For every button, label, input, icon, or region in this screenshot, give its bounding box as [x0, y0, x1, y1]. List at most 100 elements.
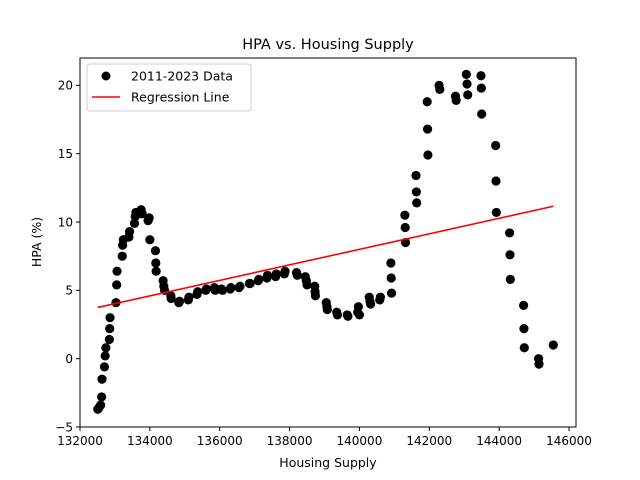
- plot-series: [93, 69, 558, 414]
- data-point: [217, 285, 228, 295]
- data-point: [462, 79, 472, 89]
- data-point: [548, 340, 558, 350]
- y-axis: −5 0 5 10 15 20: [55, 79, 80, 434]
- data-point: [353, 302, 363, 312]
- data-point: [386, 288, 397, 298]
- data-point: [491, 140, 501, 151]
- data-point: [105, 324, 115, 334]
- data-point: [411, 170, 421, 181]
- data-point: [519, 324, 529, 334]
- data-point: [235, 281, 245, 291]
- data-point: [97, 392, 107, 402]
- y-tick-label: 15: [58, 147, 73, 161]
- data-point: [435, 84, 445, 95]
- data-point: [112, 280, 122, 290]
- data-point: [491, 207, 501, 218]
- data-point: [201, 284, 212, 294]
- data-point: [422, 124, 433, 134]
- data-point: [354, 310, 365, 320]
- data-point: [505, 228, 515, 238]
- data-point: [137, 209, 147, 219]
- legend-marker-data: [101, 71, 111, 81]
- data-point: [145, 235, 155, 245]
- data-point: [375, 292, 385, 302]
- data-point: [280, 266, 290, 276]
- data-point: [423, 150, 433, 160]
- data-point: [476, 83, 486, 93]
- data-point: [519, 300, 529, 310]
- legend-frame: [86, 63, 252, 112]
- data-point: [411, 187, 421, 197]
- data-point: [491, 176, 501, 186]
- data-point: [322, 304, 332, 315]
- data-point: [292, 270, 302, 280]
- data-point: [101, 343, 111, 353]
- data-point: [254, 274, 264, 284]
- data-point: [310, 291, 321, 301]
- data-point: [400, 210, 410, 220]
- data-point: [463, 90, 473, 100]
- data-point: [505, 274, 515, 284]
- data-point: [400, 222, 410, 233]
- data-point: [343, 311, 353, 321]
- data-point: [104, 334, 114, 345]
- x-tick-label: 138000: [267, 434, 313, 448]
- data-point: [505, 250, 515, 260]
- data-point: [332, 310, 343, 320]
- data-point: [105, 313, 115, 323]
- data-point: [534, 359, 544, 369]
- data-point: [117, 251, 127, 261]
- x-axis: 132000 134000 136000 138000 140000 142000 1440…: [57, 427, 592, 448]
- data-point: [412, 198, 422, 208]
- data-point: [422, 97, 432, 107]
- x-tick-label: 134000: [127, 434, 173, 448]
- x-tick-label: 144000: [476, 434, 522, 448]
- data-point: [386, 258, 396, 268]
- data-point: [302, 280, 312, 290]
- y-tick-label: 10: [58, 215, 73, 229]
- data-point: [386, 273, 396, 283]
- data-point: [99, 362, 110, 372]
- data-point: [476, 71, 486, 81]
- data-point: [271, 269, 281, 279]
- data-point: [519, 343, 529, 353]
- x-tick-label: 136000: [197, 434, 243, 448]
- regression-line: [97, 205, 554, 309]
- x-tick-label: 140000: [337, 434, 383, 448]
- data-point: [174, 296, 185, 306]
- data-point: [97, 374, 107, 384]
- data-point: [151, 258, 161, 268]
- data-point: [150, 246, 161, 256]
- data-point: [226, 283, 236, 293]
- data-point: [366, 299, 376, 309]
- data-point: [129, 218, 140, 228]
- y-tick-label: 20: [58, 79, 73, 93]
- y-tick-label: −5: [55, 420, 73, 434]
- x-tick-label: 132000: [57, 434, 103, 448]
- y-axis-label: HPA (%): [29, 217, 44, 267]
- data-point: [100, 351, 110, 361]
- y-tick-label: 5: [65, 284, 73, 298]
- legend: 2011-2023 Data Regression Line: [86, 63, 252, 112]
- legend-label-regression: Regression Line: [131, 90, 230, 105]
- data-point: [151, 266, 161, 276]
- x-tick-label: 142000: [406, 434, 452, 448]
- data-point: [451, 95, 461, 105]
- y-tick-label: 0: [65, 352, 73, 366]
- x-axis-label: Housing Supply: [279, 455, 377, 470]
- chart-title: HPA vs. Housing Supply: [242, 37, 414, 53]
- x-tick-label: 146000: [546, 434, 592, 448]
- data-point: [125, 226, 135, 237]
- data-point: [262, 270, 273, 280]
- data-point: [96, 400, 106, 410]
- plot-area-frame: [79, 57, 577, 428]
- data-point: [477, 109, 487, 119]
- data-point: [245, 278, 255, 289]
- legend-label-data: 2011-2023 Data: [131, 69, 233, 84]
- data-point: [193, 287, 203, 297]
- data-point: [144, 213, 154, 223]
- data-point: [166, 293, 176, 304]
- data-point: [461, 69, 471, 79]
- data-point: [112, 266, 122, 276]
